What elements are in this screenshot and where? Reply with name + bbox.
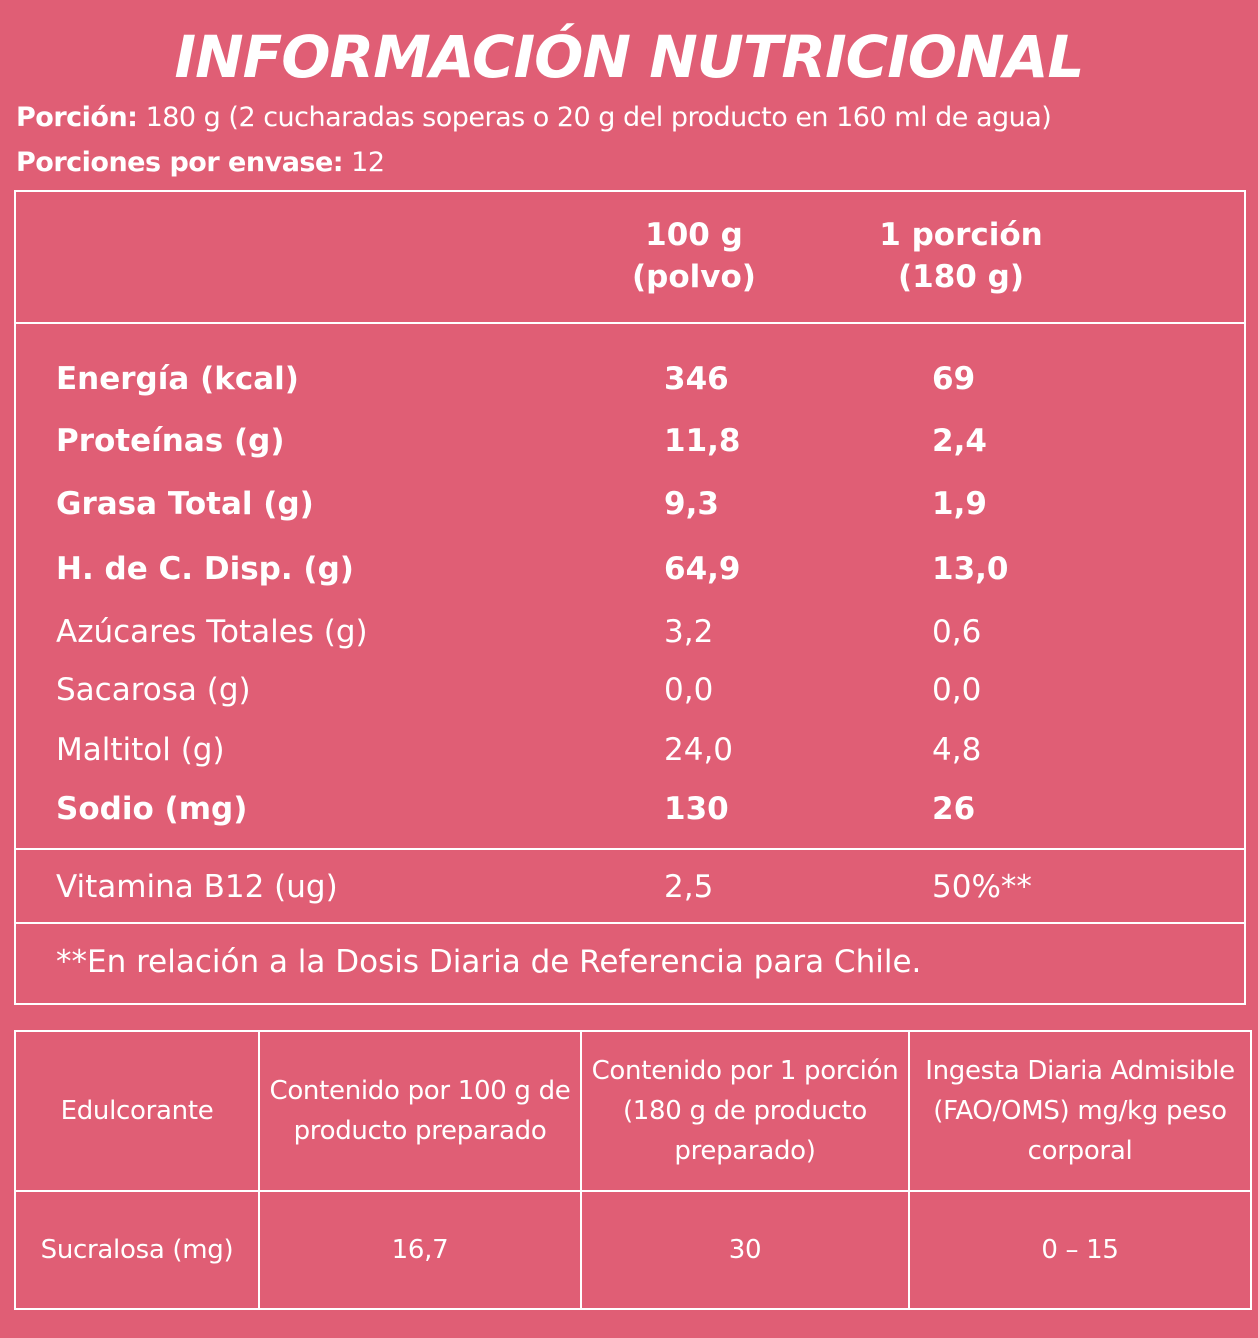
nutrient-value-portion: 0,6 bbox=[932, 614, 982, 650]
portions-per-container-line: Porciones por envase: 12 bbox=[16, 145, 385, 181]
nutrient-label: Maltitol (g) bbox=[56, 732, 225, 768]
sweetener-cell: Sucralosa (mg) bbox=[14, 1190, 260, 1310]
page-title: INFORMACIÓN NUTRICIONAL bbox=[174, 23, 1085, 91]
nutrient-value-portion: 69 bbox=[932, 361, 976, 397]
nutrient-row-sucrose: Sacarosa (g) 0,0 0,0 bbox=[16, 665, 1244, 715]
reference-note: **En relación a la Dosis Diaria de Refer… bbox=[56, 944, 922, 980]
column-header-portion: 1 porción (180 g) bbox=[846, 214, 1076, 298]
column-header-portion-line2: (180 g) bbox=[897, 259, 1025, 295]
nutrient-row-maltitol: Maltitol (g) 24,0 4,8 bbox=[16, 725, 1244, 775]
nutrient-label: Sodio (mg) bbox=[56, 791, 248, 827]
note-divider bbox=[16, 922, 1244, 924]
nutrient-value-100g: 24,0 bbox=[664, 732, 734, 768]
sweetener-cell: 16,7 bbox=[258, 1190, 582, 1310]
sweetener-cell: 0 – 15 bbox=[908, 1190, 1252, 1310]
column-header-portion-line1: 1 porción bbox=[879, 217, 1043, 253]
portion-label: Porción: bbox=[16, 102, 138, 133]
sweetener-header-cell: Contenido por 1 porción (180 g de produc… bbox=[580, 1030, 910, 1192]
nutrient-value-100g: 11,8 bbox=[664, 423, 741, 459]
portion-line: Porción: 180 g (2 cucharadas soperas o 2… bbox=[16, 100, 1052, 136]
portions-per-container-value: 12 bbox=[343, 147, 385, 178]
nutrient-value-portion: 50%** bbox=[932, 869, 1032, 905]
nutrient-value-portion: 26 bbox=[932, 791, 976, 827]
nutrient-label: Vitamina B12 (ug) bbox=[56, 869, 338, 905]
nutrient-value-portion: 0,0 bbox=[932, 672, 982, 708]
nutrient-label: Energía (kcal) bbox=[56, 361, 299, 397]
nutrient-value-100g: 2,5 bbox=[664, 869, 714, 905]
sweetener-data-row: Sucralosa (mg) 16,7 30 0 – 15 bbox=[14, 1190, 1252, 1310]
nutrient-value-100g: 64,9 bbox=[664, 551, 741, 587]
nutrient-value-100g: 130 bbox=[664, 791, 729, 827]
nutrient-label: Grasa Total (g) bbox=[56, 486, 314, 522]
nutrient-label: Proteínas (g) bbox=[56, 423, 285, 459]
nutrient-value-100g: 9,3 bbox=[664, 486, 719, 522]
nutrition-table: 100 g (polvo) 1 porción (180 g) Energía … bbox=[14, 190, 1246, 1005]
nutrient-value-portion: 4,8 bbox=[932, 732, 982, 768]
sweetener-header-row: Edulcorante Contenido por 100 g de produ… bbox=[14, 1030, 1252, 1192]
portions-per-container-label: Porciones por envase: bbox=[16, 147, 344, 178]
column-header-100g: 100 g (polvo) bbox=[594, 214, 794, 298]
nutrient-value-100g: 0,0 bbox=[664, 672, 714, 708]
nutrient-value-100g: 346 bbox=[664, 361, 729, 397]
nutrient-row-sodium: Sodio (mg) 130 26 bbox=[16, 784, 1244, 834]
sweetener-cell: 30 bbox=[580, 1190, 910, 1310]
nutrient-label: Azúcares Totales (g) bbox=[56, 614, 368, 650]
vitamin-divider bbox=[16, 848, 1244, 850]
nutrient-value-portion: 1,9 bbox=[932, 486, 987, 522]
nutrient-row-vitamin-b12: Vitamina B12 (ug) 2,5 50%** bbox=[16, 862, 1244, 912]
nutrient-value-100g: 3,2 bbox=[664, 614, 714, 650]
nutrient-row-total-sugars: Azúcares Totales (g) 3,2 0,6 bbox=[16, 607, 1244, 657]
nutrient-label: H. de C. Disp. (g) bbox=[56, 551, 354, 587]
column-header-100g-line1: 100 g bbox=[645, 217, 743, 253]
sweetener-header-cell: Edulcorante bbox=[14, 1030, 260, 1192]
nutrient-value-portion: 2,4 bbox=[932, 423, 987, 459]
nutrient-row-total-fat: Grasa Total (g) 9,3 1,9 bbox=[16, 479, 1244, 529]
header-divider bbox=[16, 322, 1244, 324]
nutrient-row-energy: Energía (kcal) 346 69 bbox=[16, 354, 1244, 404]
portion-value: 180 g (2 cucharadas soperas o 20 g del p… bbox=[137, 102, 1052, 133]
nutrient-row-protein: Proteínas (g) 11,8 2,4 bbox=[16, 416, 1244, 466]
sweetener-table: Edulcorante Contenido por 100 g de produ… bbox=[14, 1030, 1252, 1310]
nutrient-label: Sacarosa (g) bbox=[56, 672, 251, 708]
sweetener-header-cell: Ingesta Diaria Admisible (FAO/OMS) mg/kg… bbox=[908, 1030, 1252, 1192]
nutrient-value-portion: 13,0 bbox=[932, 551, 1009, 587]
column-header-100g-line2: (polvo) bbox=[632, 259, 756, 295]
sweetener-header-cell: Contenido por 100 g de producto preparad… bbox=[258, 1030, 582, 1192]
nutrient-row-carbohydrates: H. de C. Disp. (g) 64,9 13,0 bbox=[16, 544, 1244, 594]
